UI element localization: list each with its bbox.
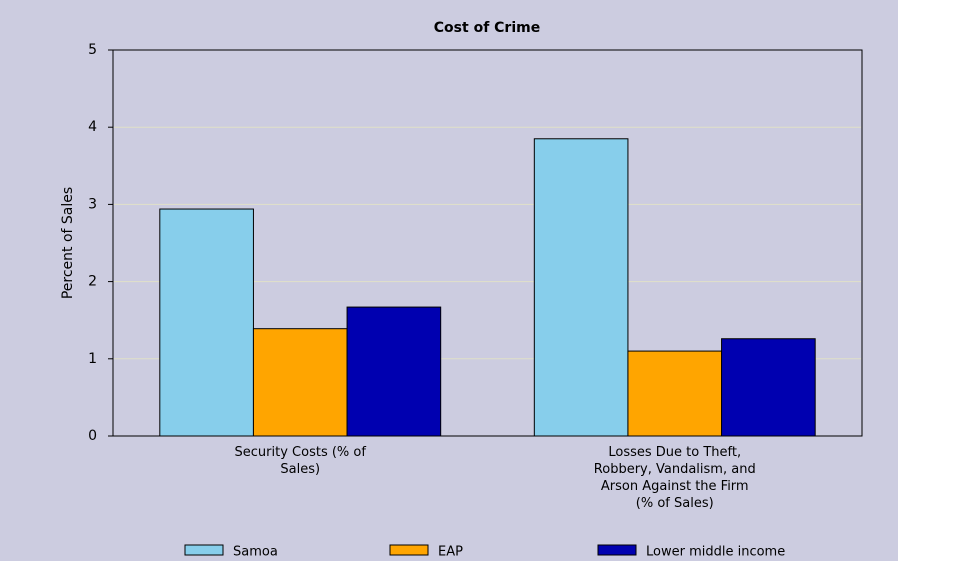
y-axis-label: Percent of Sales: [60, 187, 76, 299]
y-tick-label: 2: [88, 274, 97, 290]
bar: [627, 350, 723, 437]
legend-label: EAP: [438, 545, 463, 560]
x-tick-label: Security Costs (% of Sales): [235, 445, 367, 477]
legend-label: Samoa: [233, 545, 278, 560]
bar: [721, 338, 816, 437]
legend-swatch: [184, 544, 224, 556]
legend-label: Lower middle income: [646, 545, 785, 560]
y-tick-label: 4: [88, 119, 97, 135]
y-tick-label: 5: [88, 42, 97, 58]
x-tick-label: Losses Due to Theft, Robbery, Vandalism, …: [594, 445, 756, 511]
y-tick-label: 0: [88, 428, 97, 444]
chart-title: Cost of Crime: [434, 20, 540, 36]
y-tick-label: 1: [88, 351, 97, 367]
bar: [159, 208, 254, 437]
y-tick-label: 3: [88, 196, 97, 212]
bar: [346, 306, 442, 437]
bar: [533, 138, 629, 437]
bar: [252, 328, 348, 437]
legend-swatch: [597, 544, 637, 556]
legend-swatch: [389, 544, 429, 556]
